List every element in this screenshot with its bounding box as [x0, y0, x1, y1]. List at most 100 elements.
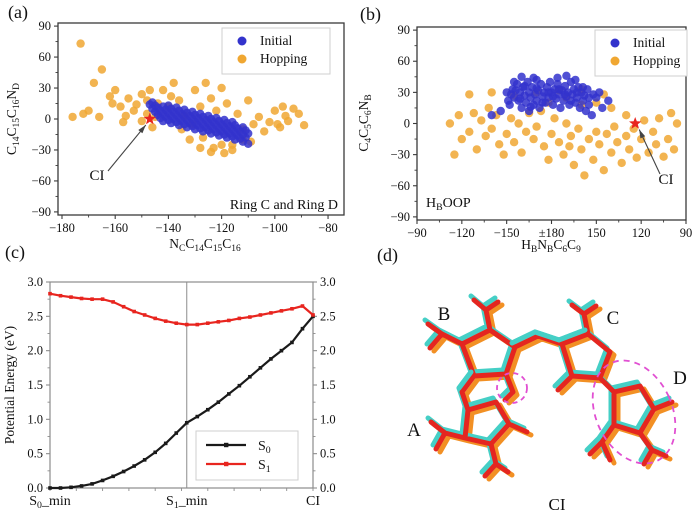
legend-label: Hopping: [260, 51, 308, 66]
y-tick-label: 90: [39, 19, 52, 33]
y-tick-label: −30: [31, 143, 51, 157]
y-tick-label-right: 0.5: [320, 447, 336, 461]
legend-label: Hopping: [633, 53, 681, 68]
x-tick-label: −160: [102, 221, 128, 235]
panel-c-tag: (c): [5, 242, 25, 262]
ci-annotation-text: CI: [659, 172, 674, 188]
highlight-circle-small: [496, 372, 528, 404]
x-tick-label: −90: [407, 226, 427, 240]
y-tick-label: 1.5: [27, 378, 43, 392]
ci-arrow-head: [639, 129, 646, 139]
y-tick-label-right: 3.0: [320, 275, 336, 289]
x-tick-label: −100: [262, 221, 288, 235]
ci-star-marker: [629, 117, 642, 129]
y-tick-label: −30: [390, 148, 410, 162]
series-s0: [48, 314, 315, 490]
legend-marker: [610, 56, 620, 66]
initial-points-group: [487, 71, 613, 120]
legend-marker: [237, 36, 247, 46]
x-tick-label: −140: [156, 221, 182, 235]
y-tick-label: −90: [31, 205, 51, 219]
panel-a-tag: (a): [8, 2, 28, 22]
legend-box: [221, 27, 331, 75]
panel-b-tag: (b): [360, 4, 381, 24]
y-tick-label-right: 2.5: [320, 309, 336, 323]
ring-c-label: C: [607, 308, 620, 329]
panel-a-scatter-chart: −180 −160 −140 −120 −100 −80 −90 −60 −30 0 30 60 90 N…: [4, 19, 345, 252]
y-tick-label: 0: [404, 117, 410, 131]
legend-marker: [224, 442, 229, 448]
legend-box: [195, 430, 299, 481]
molecule-overlay-red: [425, 297, 675, 479]
y-tick-label: −60: [31, 174, 51, 188]
y-axis-label: C4C5C6NB: [356, 94, 374, 151]
x-axis-label: NCC14C15C16: [169, 236, 241, 252]
y-tick-label-right: 1.0: [320, 412, 336, 426]
x-tick-label: S0_min: [29, 494, 70, 511]
ring-b-label: B: [438, 304, 451, 325]
ring-a-label: A: [407, 420, 421, 441]
legend-marker: [237, 54, 247, 64]
y-tick-label: 60: [398, 54, 411, 68]
x-tick-label: 120: [632, 226, 651, 240]
highlight-ellipse-ring-d: [591, 359, 677, 465]
y-tick-label: 1.0: [27, 412, 43, 426]
y-axis-label: Potential Energy (eV): [2, 326, 17, 444]
legend-label: Initial: [260, 33, 292, 48]
ring-d-label: D: [673, 368, 687, 389]
x-tick-label: −120: [209, 221, 235, 235]
y-tick-label: 60: [39, 50, 52, 64]
x-tick-label: −150: [494, 226, 520, 240]
x-tick-label: 90: [680, 226, 693, 240]
x-tick-label: −120: [449, 226, 475, 240]
legend-label: Initial: [633, 35, 665, 50]
molecule-overlay-cyan-top: [456, 327, 588, 391]
y-tick-label: −90: [390, 210, 410, 224]
x-tick-label: −80: [318, 221, 338, 235]
legend-box: [594, 29, 688, 77]
ci-arrow-line: [107, 124, 147, 172]
y-tick-label: 0.5: [27, 447, 43, 461]
x-tick-label: 150: [587, 226, 606, 240]
legend-label: S1: [258, 458, 271, 475]
y-tick-label: −60: [390, 179, 410, 193]
y-tick-label-right: 0.0: [320, 481, 336, 495]
y-tick-label: 2.5: [27, 309, 43, 323]
ci-star-marker: [143, 112, 156, 125]
molecule-overlay-orange: [429, 300, 679, 482]
x-tick-label: S1_min: [166, 494, 207, 511]
x-axis-label: HBNBC6C9: [521, 237, 581, 252]
y-tick-label-right: 1.5: [320, 378, 336, 392]
x-tick-label: CI: [306, 494, 320, 509]
panel-d-tag: (d): [377, 245, 398, 265]
y-tick-label: 30: [39, 81, 52, 95]
legend-marker: [610, 38, 620, 48]
y-tick-label: 2.0: [27, 344, 43, 358]
y-tick-label: 30: [398, 85, 411, 99]
axes-group: 0.0 0.0 0.5 0.5 1.0 1.0 1.5 1.5 2.0 2.0 2.5 2.5 3.0 3…: [27, 275, 335, 511]
y-tick-label: 3.0: [27, 275, 43, 289]
axes-group: −180 −160 −140 −120 −100 −80 −90 −60 −30 0 30 60 90: [31, 19, 345, 235]
panel-c-line-chart: 0.0 0.0 0.5 0.5 1.0 1.0 1.5 1.5 2.0 2.0 2.5 2.5 3.0 3…: [2, 275, 336, 511]
panel-d-molecule: B C D A CI: [407, 293, 687, 514]
initial-points-group: [145, 98, 253, 148]
y-tick-label: 0: [45, 112, 51, 126]
legend: Initial Hopping: [594, 29, 688, 77]
series-s1: [48, 291, 315, 327]
x-tick-label: −180: [49, 221, 75, 235]
x-tick-label: ±180: [539, 226, 565, 240]
y-axis-label: C14C15C16ND: [4, 83, 22, 155]
legend-marker: [224, 461, 229, 467]
plot-caption: Ring C and Ring D: [230, 198, 338, 213]
ci-annotation-text: CI: [90, 168, 105, 184]
panel-b-scatter-chart: −90 −120 −150 ±180 150 120 90 −90 −60 −30 0 30 60 90 H…: [356, 23, 692, 252]
y-tick-label: 0.0: [27, 481, 43, 495]
molecule-caption: CI: [549, 495, 566, 514]
plot-caption: HBOOP: [426, 196, 471, 213]
legend: Initial Hopping: [221, 27, 331, 75]
axes-group: −90 −120 −150 ±180 150 120 90 −90 −60 −30 0 30 60 90: [390, 23, 692, 240]
y-tick-label-right: 2.0: [320, 344, 336, 358]
ci-arrow-head: [138, 125, 146, 134]
